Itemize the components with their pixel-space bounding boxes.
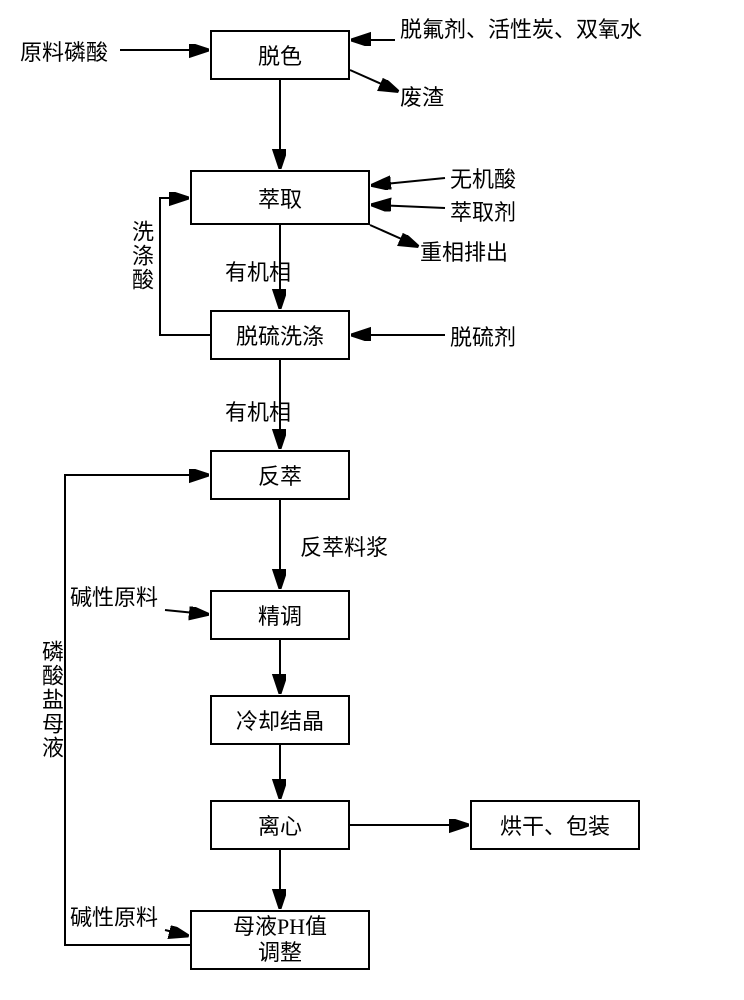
fine-tune-label: 精调 <box>258 599 302 631</box>
back-extract-box: 反萃 <box>210 450 350 500</box>
mother-label: 磷酸盐母液 <box>35 640 67 760</box>
heavy-label: 重相排出 <box>420 235 508 267</box>
extract-box: 萃取 <box>190 170 370 225</box>
slurry-label: 反萃料浆 <box>300 530 388 562</box>
ph-adjust-label-1: 母液PH值 <box>233 914 327 940</box>
dry-pack-box: 烘干、包装 <box>470 800 640 850</box>
alk1-label: 碱性原料 <box>70 580 158 612</box>
alk2-label: 碱性原料 <box>70 900 158 932</box>
dry-pack-label: 烘干、包装 <box>500 809 610 841</box>
desulf-input-label: 脱硫剂 <box>450 320 516 352</box>
decolor-label: 脱色 <box>258 39 302 71</box>
ph-adjust-box: 母液PH值 调整 <box>190 910 370 970</box>
org2-label: 有机相 <box>225 395 291 427</box>
org1-label: 有机相 <box>225 255 291 287</box>
back-extract-label: 反萃 <box>258 459 302 491</box>
extract-label: 萃取 <box>258 182 302 214</box>
wash-acid-label: 洗涤酸 <box>125 220 157 292</box>
ph-adjust-label-2: 调整 <box>258 940 302 966</box>
centrifuge-label: 离心 <box>258 809 302 841</box>
extractant-label: 萃取剂 <box>450 195 516 227</box>
fine-tune-box: 精调 <box>210 590 350 640</box>
centrifuge-box: 离心 <box>210 800 350 850</box>
cool-cryst-box: 冷却结晶 <box>210 695 350 745</box>
inorg-acid-label: 无机酸 <box>450 162 516 194</box>
decolor-box: 脱色 <box>210 30 350 80</box>
arrows-svg <box>0 0 744 1000</box>
desulf-wash-box: 脱硫洗涤 <box>210 310 350 360</box>
top-right-input-label: 脱氟剂、活性炭、双氧水 <box>400 12 642 44</box>
raw-input-label: 原料磷酸 <box>20 35 108 67</box>
cool-cryst-label: 冷却结晶 <box>236 704 324 736</box>
waste-label: 废渣 <box>400 80 444 112</box>
desulf-wash-label: 脱硫洗涤 <box>236 319 324 351</box>
